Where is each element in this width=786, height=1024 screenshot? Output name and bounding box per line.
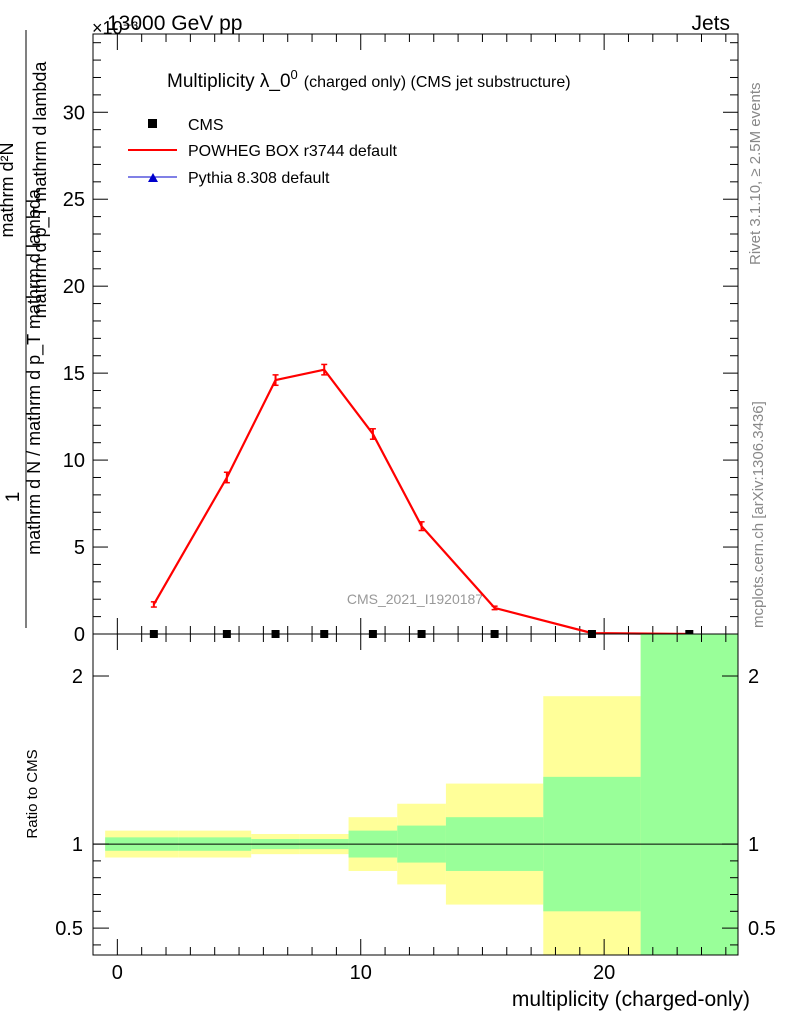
rivet-version-label: Rivet 3.1.10, ≥ 2.5M events <box>747 83 764 266</box>
main-y-tick-label: 0 <box>74 624 85 646</box>
legend: CMS POWHEG BOX r3744 default Pythia 8.30… <box>128 117 398 187</box>
header-energy-label: 13000 GeV pp <box>107 12 242 35</box>
ratio-y-tick-label: 0.5 <box>55 918 83 940</box>
ratio-y-tick-label-right: 1 <box>748 834 759 856</box>
ratio-y-tick-label: 1 <box>72 834 83 856</box>
x-tick-label: 10 <box>350 962 372 984</box>
main-y-tick-label: 10 <box>63 450 85 472</box>
ratio-y-tick-label: 2 <box>72 666 83 688</box>
legend-pythia-label: Pythia 8.308 default <box>188 170 330 187</box>
main-y-tick-label: 25 <box>63 189 85 211</box>
main-axis-ticks: 0 5 10 15 20 25 30 <box>63 34 738 646</box>
y-label-bottom: mathrm d N / mathrm d p_T mathrm d lambd… <box>24 188 45 555</box>
legend-cms-marker <box>148 119 157 128</box>
main-y-tick-label: 5 <box>74 537 85 559</box>
main-y-tick-label: 15 <box>63 363 85 385</box>
chart-title: Multiplicity λ_00 (charged only) (CMS jet… <box>167 67 571 92</box>
main-y-tick-label: 20 <box>63 276 85 298</box>
ratio-frame <box>92 633 739 956</box>
y-label-denominator: mathrm d p_T mathrm d lambda <box>30 61 51 319</box>
ratio-y-label: Ratio to CMS <box>24 749 41 838</box>
legend-powheg-label: POWHEG BOX r3744 default <box>188 143 398 160</box>
chart-title-sup: 0 <box>291 67 298 82</box>
ratio-y-tick-label-right: 0.5 <box>748 918 776 940</box>
ratio-y-tick-label-right: 2 <box>748 666 759 688</box>
header-jets-label: Jets <box>691 12 730 35</box>
chart-title-rest: (charged only) (CMS jet substructure) <box>304 74 571 91</box>
x-tick-label: 20 <box>593 962 615 984</box>
y-label-top: 1 <box>3 492 24 503</box>
x-axis-label: multiplicity (charged-only) <box>512 988 750 1011</box>
chart-title-main: Multiplicity λ_0 <box>167 71 291 92</box>
legend-pythia-marker <box>148 173 158 182</box>
y-label-numerator: mathrm d²N <box>0 142 17 237</box>
mcplots-label: mcplots.cern.ch [arXiv:1306.3436] <box>750 401 767 628</box>
y-exponent-label: ×10⁻³ <box>92 18 138 38</box>
ratio-panel: 0.5 0.51 12 20 10 20 Ratio to CMS multiplicit… <box>24 633 776 1011</box>
x-tick-label: 0 <box>112 962 123 984</box>
chart-watermark: CMS_2021_I1920187 <box>347 591 483 607</box>
legend-cms-label: CMS <box>188 117 224 134</box>
ratio-axis-ticks: 0.5 0.51 12 20 10 20 <box>55 634 776 984</box>
main-y-tick-label: 30 <box>63 102 85 124</box>
ratio-bands <box>105 634 738 955</box>
ratio-band-green <box>640 634 738 955</box>
